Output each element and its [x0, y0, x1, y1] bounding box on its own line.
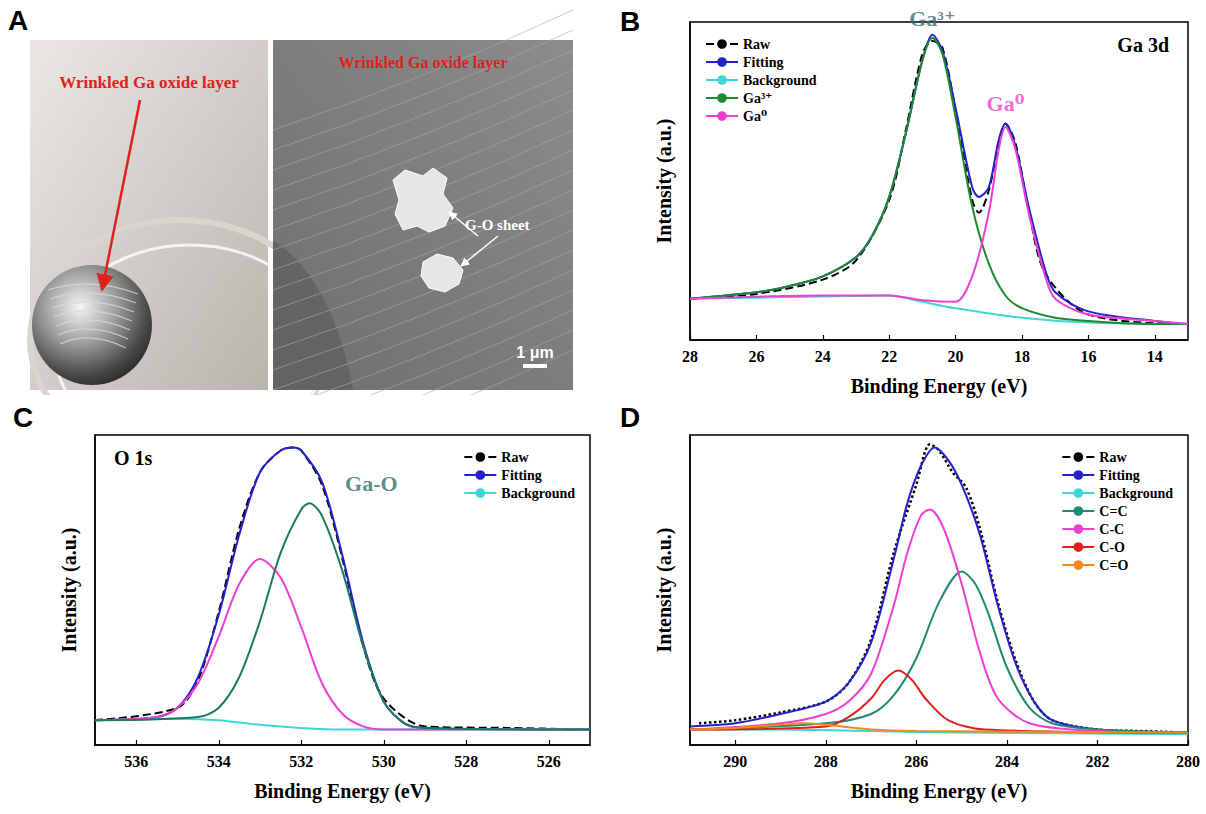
svg-text:18: 18	[1014, 348, 1030, 365]
svg-text:Wrinkled Ga oxide layer: Wrinkled Ga oxide layer	[338, 54, 507, 72]
svg-text:280: 280	[1176, 753, 1200, 770]
svg-text:B: B	[620, 6, 640, 37]
svg-text:532: 532	[289, 753, 313, 770]
svg-text:Intensity (a.u.): Intensity (a.u.)	[653, 118, 676, 243]
svg-text:Ga 3d: Ga 3d	[1117, 34, 1169, 56]
svg-text:Fitting: Fitting	[501, 468, 541, 483]
svg-text:Ga-O: Ga-O	[345, 471, 398, 496]
svg-text:Binding Energy (eV): Binding Energy (eV)	[254, 780, 431, 803]
svg-text:Background: Background	[1099, 486, 1173, 501]
svg-text:C=C: C=C	[1099, 504, 1127, 519]
svg-text:24: 24	[815, 348, 831, 365]
svg-text:286: 286	[904, 753, 928, 770]
svg-text:Fitting: Fitting	[743, 55, 783, 70]
svg-text:Ga⁰: Ga⁰	[987, 91, 1025, 116]
svg-text:1 μm: 1 μm	[516, 344, 553, 361]
svg-text:28: 28	[682, 348, 698, 365]
svg-text:Wrinkled Ga oxide layer: Wrinkled Ga oxide layer	[59, 73, 239, 92]
svg-text:C-C: C-C	[1099, 522, 1124, 537]
svg-text:534: 534	[207, 753, 231, 770]
svg-text:Intensity (a.u.): Intensity (a.u.)	[58, 527, 81, 652]
svg-text:14: 14	[1147, 348, 1163, 365]
svg-text:C-O: C-O	[1099, 540, 1125, 555]
svg-text:Raw: Raw	[743, 37, 771, 52]
svg-text:Ga³⁺: Ga³⁺	[909, 6, 955, 31]
svg-text:Ga³⁺: Ga³⁺	[743, 91, 772, 106]
svg-text:Fitting: Fitting	[1099, 468, 1139, 483]
svg-text:Raw: Raw	[1099, 450, 1127, 465]
svg-text:A: A	[8, 5, 28, 36]
svg-text:284: 284	[995, 753, 1019, 770]
svg-text:G-O sheet: G-O sheet	[465, 217, 530, 233]
svg-text:D: D	[620, 402, 640, 433]
svg-text:Background: Background	[743, 73, 817, 88]
svg-text:290: 290	[723, 753, 747, 770]
svg-text:Raw: Raw	[501, 450, 529, 465]
svg-text:282: 282	[1085, 753, 1109, 770]
svg-text:O 1s: O 1s	[114, 447, 153, 469]
svg-text:288: 288	[814, 753, 838, 770]
svg-text:20: 20	[948, 348, 964, 365]
svg-text:Binding Energy (eV): Binding Energy (eV)	[851, 780, 1028, 803]
svg-text:Binding Energy (eV): Binding Energy (eV)	[851, 375, 1028, 398]
svg-text:528: 528	[454, 753, 478, 770]
svg-text:C: C	[13, 402, 33, 433]
svg-text:530: 530	[372, 753, 396, 770]
svg-text:526: 526	[537, 753, 561, 770]
svg-text:C=O: C=O	[1099, 558, 1128, 573]
svg-text:26: 26	[748, 348, 764, 365]
svg-text:Background: Background	[501, 486, 575, 501]
svg-text:22: 22	[881, 348, 897, 365]
svg-text:536: 536	[124, 753, 148, 770]
svg-text:16: 16	[1080, 348, 1096, 365]
svg-text:Intensity (a.u.): Intensity (a.u.)	[653, 527, 676, 652]
svg-text:Ga⁰: Ga⁰	[743, 109, 767, 124]
